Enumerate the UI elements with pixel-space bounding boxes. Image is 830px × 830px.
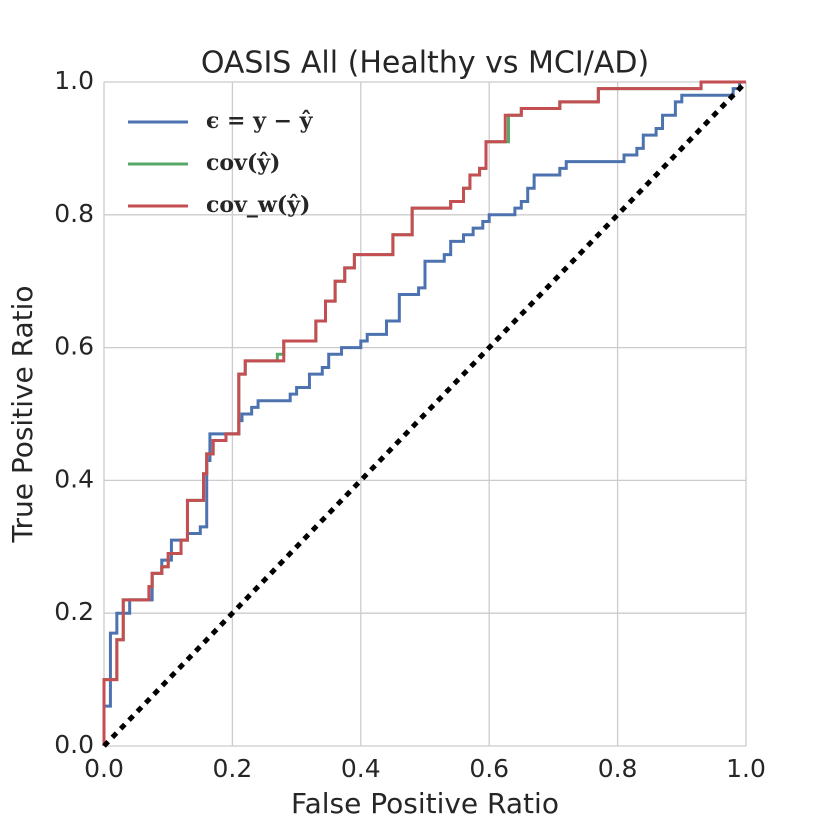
- x-tick-label: 0.0: [84, 754, 124, 783]
- y-tick-label: 1.0: [54, 66, 94, 95]
- chart-title: OASIS All (Healthy vs MCI/AD): [201, 46, 649, 81]
- y-tick-label: 0.4: [54, 464, 94, 493]
- legend-label: ϵ = y − ŷ: [206, 108, 314, 134]
- legend-label: cov_w(ŷ): [206, 192, 310, 218]
- x-tick-label: 0.4: [341, 754, 381, 783]
- x-axis-label: False Positive Ratio: [291, 787, 559, 820]
- legend-label: cov(ŷ): [206, 150, 280, 176]
- y-tick-label: 0.2: [54, 597, 94, 626]
- chance-line: [102, 80, 748, 748]
- y-tick-label: 0.0: [54, 730, 94, 759]
- roc-line: [102, 80, 746, 746]
- y-tick-label: 0.8: [54, 199, 94, 228]
- y-axis-label: True Positive Ratio: [6, 285, 39, 543]
- x-tick-label: 0.2: [213, 754, 253, 783]
- y-tick-label: 0.6: [54, 332, 94, 361]
- x-tick-label: 1.0: [726, 754, 766, 783]
- x-tick-label: 0.6: [469, 754, 509, 783]
- roc-line: [102, 80, 746, 746]
- x-tick-label: 0.8: [598, 754, 638, 783]
